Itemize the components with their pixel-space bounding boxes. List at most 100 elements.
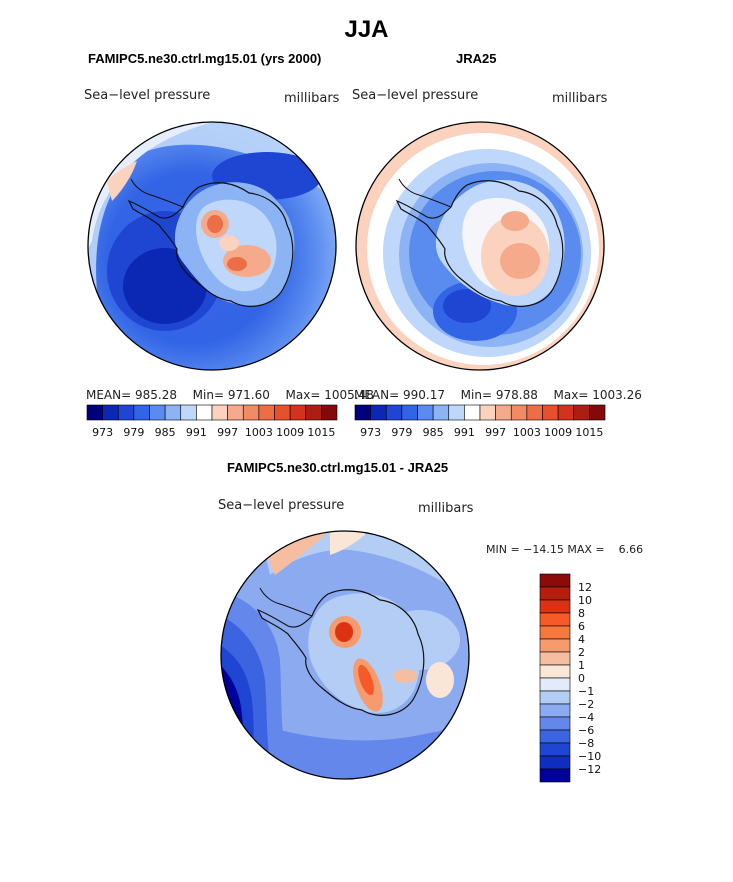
left-colorbar-label-1: 979 <box>123 426 144 439</box>
right-colorbar-swatch-6 <box>448 404 465 421</box>
diff-colorbar-swatch-14 <box>539 755 571 770</box>
left-colorbar-label-6: 1009 <box>276 426 304 439</box>
diff-colorbar-swatch-9 <box>539 690 571 705</box>
right-panel-units: millibars <box>552 91 608 106</box>
right-colorbar-swatch-2 <box>385 404 403 421</box>
left-colorbar-swatch-9 <box>227 404 244 421</box>
left-colorbar-swatch-2 <box>117 404 135 421</box>
right-map-high-north <box>501 211 529 231</box>
right-colorbar-label-4: 997 <box>485 426 506 439</box>
left-map-orange-edge <box>107 161 137 201</box>
left-colorbar-swatch-11 <box>258 404 275 421</box>
right-mean-value: 990.17 <box>403 388 446 402</box>
diff-colorbar-swatch-2 <box>539 599 571 614</box>
left-map-coastline <box>127 182 294 307</box>
diff-map-east-cream <box>426 662 454 698</box>
diff-colorbar-label-9: −2 <box>578 698 594 711</box>
diff-colorbar-label-1: 10 <box>578 594 592 607</box>
left-map <box>87 121 337 371</box>
diff-colorbar-label-4: 4 <box>578 633 585 646</box>
diff-colorbar-swatch-10 <box>539 703 571 718</box>
diff-colorbar-label-14: −12 <box>578 763 601 776</box>
left-colorbar-swatch-4 <box>149 404 166 421</box>
right-map-high-core <box>500 243 540 279</box>
left-colorbar-swatch-13 <box>289 404 307 421</box>
left-max-label: Max= <box>285 388 321 402</box>
left-map-high-2-core <box>227 257 247 271</box>
diff-map-cream-north <box>330 531 370 555</box>
diff-panel-variable: Sea−level pressure <box>218 498 345 513</box>
right-colorbar-swatch-13 <box>557 404 575 421</box>
diff-colorbar-swatch-0 <box>539 573 571 588</box>
left-min-label: Min= <box>192 388 225 402</box>
right-colorbar-swatch-9 <box>495 404 512 421</box>
diff-colorbar-label-5: 2 <box>578 646 585 659</box>
diff-colorbar-swatch-4 <box>539 625 571 640</box>
diff-panel-units: millibars <box>418 501 474 516</box>
diff-minmax-text: MIN = −14.15 MAX = 6.66 <box>486 543 644 556</box>
diff-colorbar-label-3: 6 <box>578 620 585 633</box>
right-colorbar-swatch-0 <box>354 404 371 421</box>
left-colorbar-swatch-1 <box>102 404 119 421</box>
diff-colorbar-swatch-6 <box>539 651 571 666</box>
right-colorbar-label-3: 991 <box>454 426 475 439</box>
right-colorbar-swatch-12 <box>542 404 559 421</box>
right-colorbar-label-6: 1009 <box>544 426 572 439</box>
diff-colorbar-swatch-13 <box>539 742 571 757</box>
right-colorbar-swatch-7 <box>464 404 481 421</box>
left-map-low-core <box>123 248 207 324</box>
left-colorbar-label-4: 997 <box>217 426 238 439</box>
right-colorbar-swatch-8 <box>479 404 496 421</box>
right-colorbar-swatch-15 <box>589 404 606 421</box>
diff-colorbar-swatch-11 <box>539 716 571 731</box>
left-panel-units: millibars <box>284 91 340 106</box>
left-panel-title: FAMIPC5.ne30.ctrl.mg15.01 (yrs 2000) <box>88 51 322 66</box>
right-min-value: 978.88 <box>495 388 538 402</box>
left-panel-stats: MEAN= 985.28 Min= 971.60 Max= 1005.48 <box>86 388 374 402</box>
diff-colorbar-label-11: −6 <box>578 724 594 737</box>
left-panel-variable: Sea−level pressure <box>84 88 211 103</box>
diff-map-high-2-core <box>358 664 374 696</box>
right-colorbar-label-0: 973 <box>360 426 381 439</box>
diff-colorbar-label-8: −1 <box>578 685 594 698</box>
diff-colorbar-swatch-3 <box>539 612 571 627</box>
left-colorbar-swatch-14 <box>305 404 322 421</box>
left-map-high-3 <box>219 235 239 251</box>
right-colorbar-swatch-3 <box>401 404 418 421</box>
diff-colorbar-swatch-1 <box>539 586 571 601</box>
left-colorbar-swatch-15 <box>321 404 338 421</box>
left-colorbar-swatch-7 <box>196 404 213 421</box>
right-map-low-south-core <box>443 289 491 323</box>
left-mean-value: 985.28 <box>135 388 178 402</box>
diff-colorbar-label-12: −8 <box>578 737 594 750</box>
right-colorbar-swatch-5 <box>432 404 450 421</box>
left-map-high-1-core <box>207 215 223 233</box>
right-colorbar-label-2: 985 <box>423 426 444 439</box>
left-colorbar-swatch-10 <box>242 404 260 421</box>
diff-colorbar-swatch-15 <box>539 768 571 783</box>
right-map <box>355 121 605 371</box>
left-colorbar-swatch-12 <box>274 404 291 421</box>
left-colorbar-label-3: 991 <box>186 426 207 439</box>
diff-colorbar-label-7: 0 <box>578 672 585 685</box>
left-map-peninsula <box>130 178 184 208</box>
right-colorbar-label-7: 1015 <box>575 426 603 439</box>
right-map-coastline <box>395 180 564 307</box>
right-mean-label: MEAN= <box>354 388 400 402</box>
right-panel-stats: MEAN= 990.17 Min= 978.88 Max= 1003.26 <box>354 388 642 402</box>
page-title: JJA <box>344 16 389 43</box>
diff-colorbar-swatch-7 <box>539 664 571 679</box>
right-colorbar-swatch-10 <box>510 404 528 421</box>
right-panel-title: JRA25 <box>456 51 497 66</box>
diff-colorbar-label-13: −10 <box>578 750 601 763</box>
right-max-value: 1003.26 <box>592 388 642 402</box>
right-colorbar-label-1: 979 <box>391 426 412 439</box>
diff-colorbar-swatch-8 <box>539 677 571 692</box>
left-mean-label: MEAN= <box>86 388 132 402</box>
diff-map-coastline <box>256 589 425 716</box>
right-colorbar-swatch-14 <box>573 404 590 421</box>
right-max-label: Max= <box>553 388 589 402</box>
left-colorbar-swatch-6 <box>180 404 197 421</box>
diff-colorbar-label-6: 1 <box>578 659 585 672</box>
